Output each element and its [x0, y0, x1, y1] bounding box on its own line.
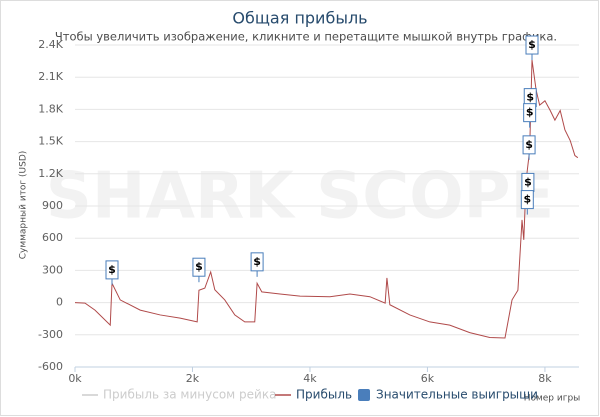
flag-text: $ — [195, 260, 203, 273]
y-axis-label: Суммарный итог (USD) — [19, 151, 29, 260]
y-tick-label: 300 — [42, 263, 63, 276]
flag-text: $ — [524, 175, 532, 188]
legend-label[interactable]: Прибыль за минусом рейка — [103, 388, 276, 402]
flag-text: $ — [526, 106, 534, 119]
legend-label[interactable]: Прибыль — [296, 388, 352, 402]
flag-box — [523, 103, 537, 123]
flag-box — [525, 35, 539, 55]
x-tick-label: 0k — [68, 372, 82, 385]
flag: $ — [250, 252, 264, 277]
flag: $ — [520, 190, 534, 215]
flag-text: $ — [108, 263, 116, 276]
flag-box — [520, 190, 534, 210]
flag-box — [250, 252, 264, 272]
y-tick-label: -300 — [38, 328, 63, 341]
y-tick-label: 1.8K — [38, 102, 63, 115]
flag-text: $ — [525, 138, 533, 151]
flag-text: $ — [528, 38, 536, 51]
legend-symbol — [358, 389, 370, 401]
flag: $ — [523, 103, 537, 128]
flag: $ — [192, 257, 206, 283]
x-tick-label: 8k — [538, 372, 552, 385]
flag-text: $ — [253, 255, 261, 268]
y-tick-label: 2.1K — [38, 70, 63, 83]
chart-title: Общая прибыль — [232, 9, 367, 28]
y-tick-label: 2.4K — [38, 38, 63, 51]
y-tick-label: -600 — [38, 360, 63, 373]
flag-box — [105, 260, 119, 280]
profit-line — [74, 59, 579, 339]
y-tick-label: 900 — [42, 199, 63, 212]
flag-text: $ — [523, 193, 531, 206]
chart-subtitle: Чтобы увеличить изображение, кликните и … — [55, 30, 557, 44]
y-tick-label: 600 — [42, 231, 63, 244]
y-tick-label: 1.2K — [38, 167, 63, 180]
flag-text: $ — [526, 91, 534, 104]
x-axis-label: Номер игры — [524, 394, 581, 404]
flag-box — [522, 135, 536, 155]
legend-label[interactable]: Значительные выигрыши — [376, 388, 538, 402]
y-tick-label: 0 — [56, 296, 63, 309]
x-tick-label: 6k — [421, 372, 435, 385]
x-tick-label: 2k — [186, 372, 200, 385]
x-tick-label: 4k — [303, 372, 317, 385]
flag: $ — [522, 135, 536, 160]
y-tick-label: 1.5K — [38, 135, 63, 148]
flag: $ — [525, 35, 539, 61]
flag: $ — [105, 260, 119, 285]
watermark: SHARK SCOPE — [46, 160, 554, 234]
flag-box — [192, 257, 206, 277]
